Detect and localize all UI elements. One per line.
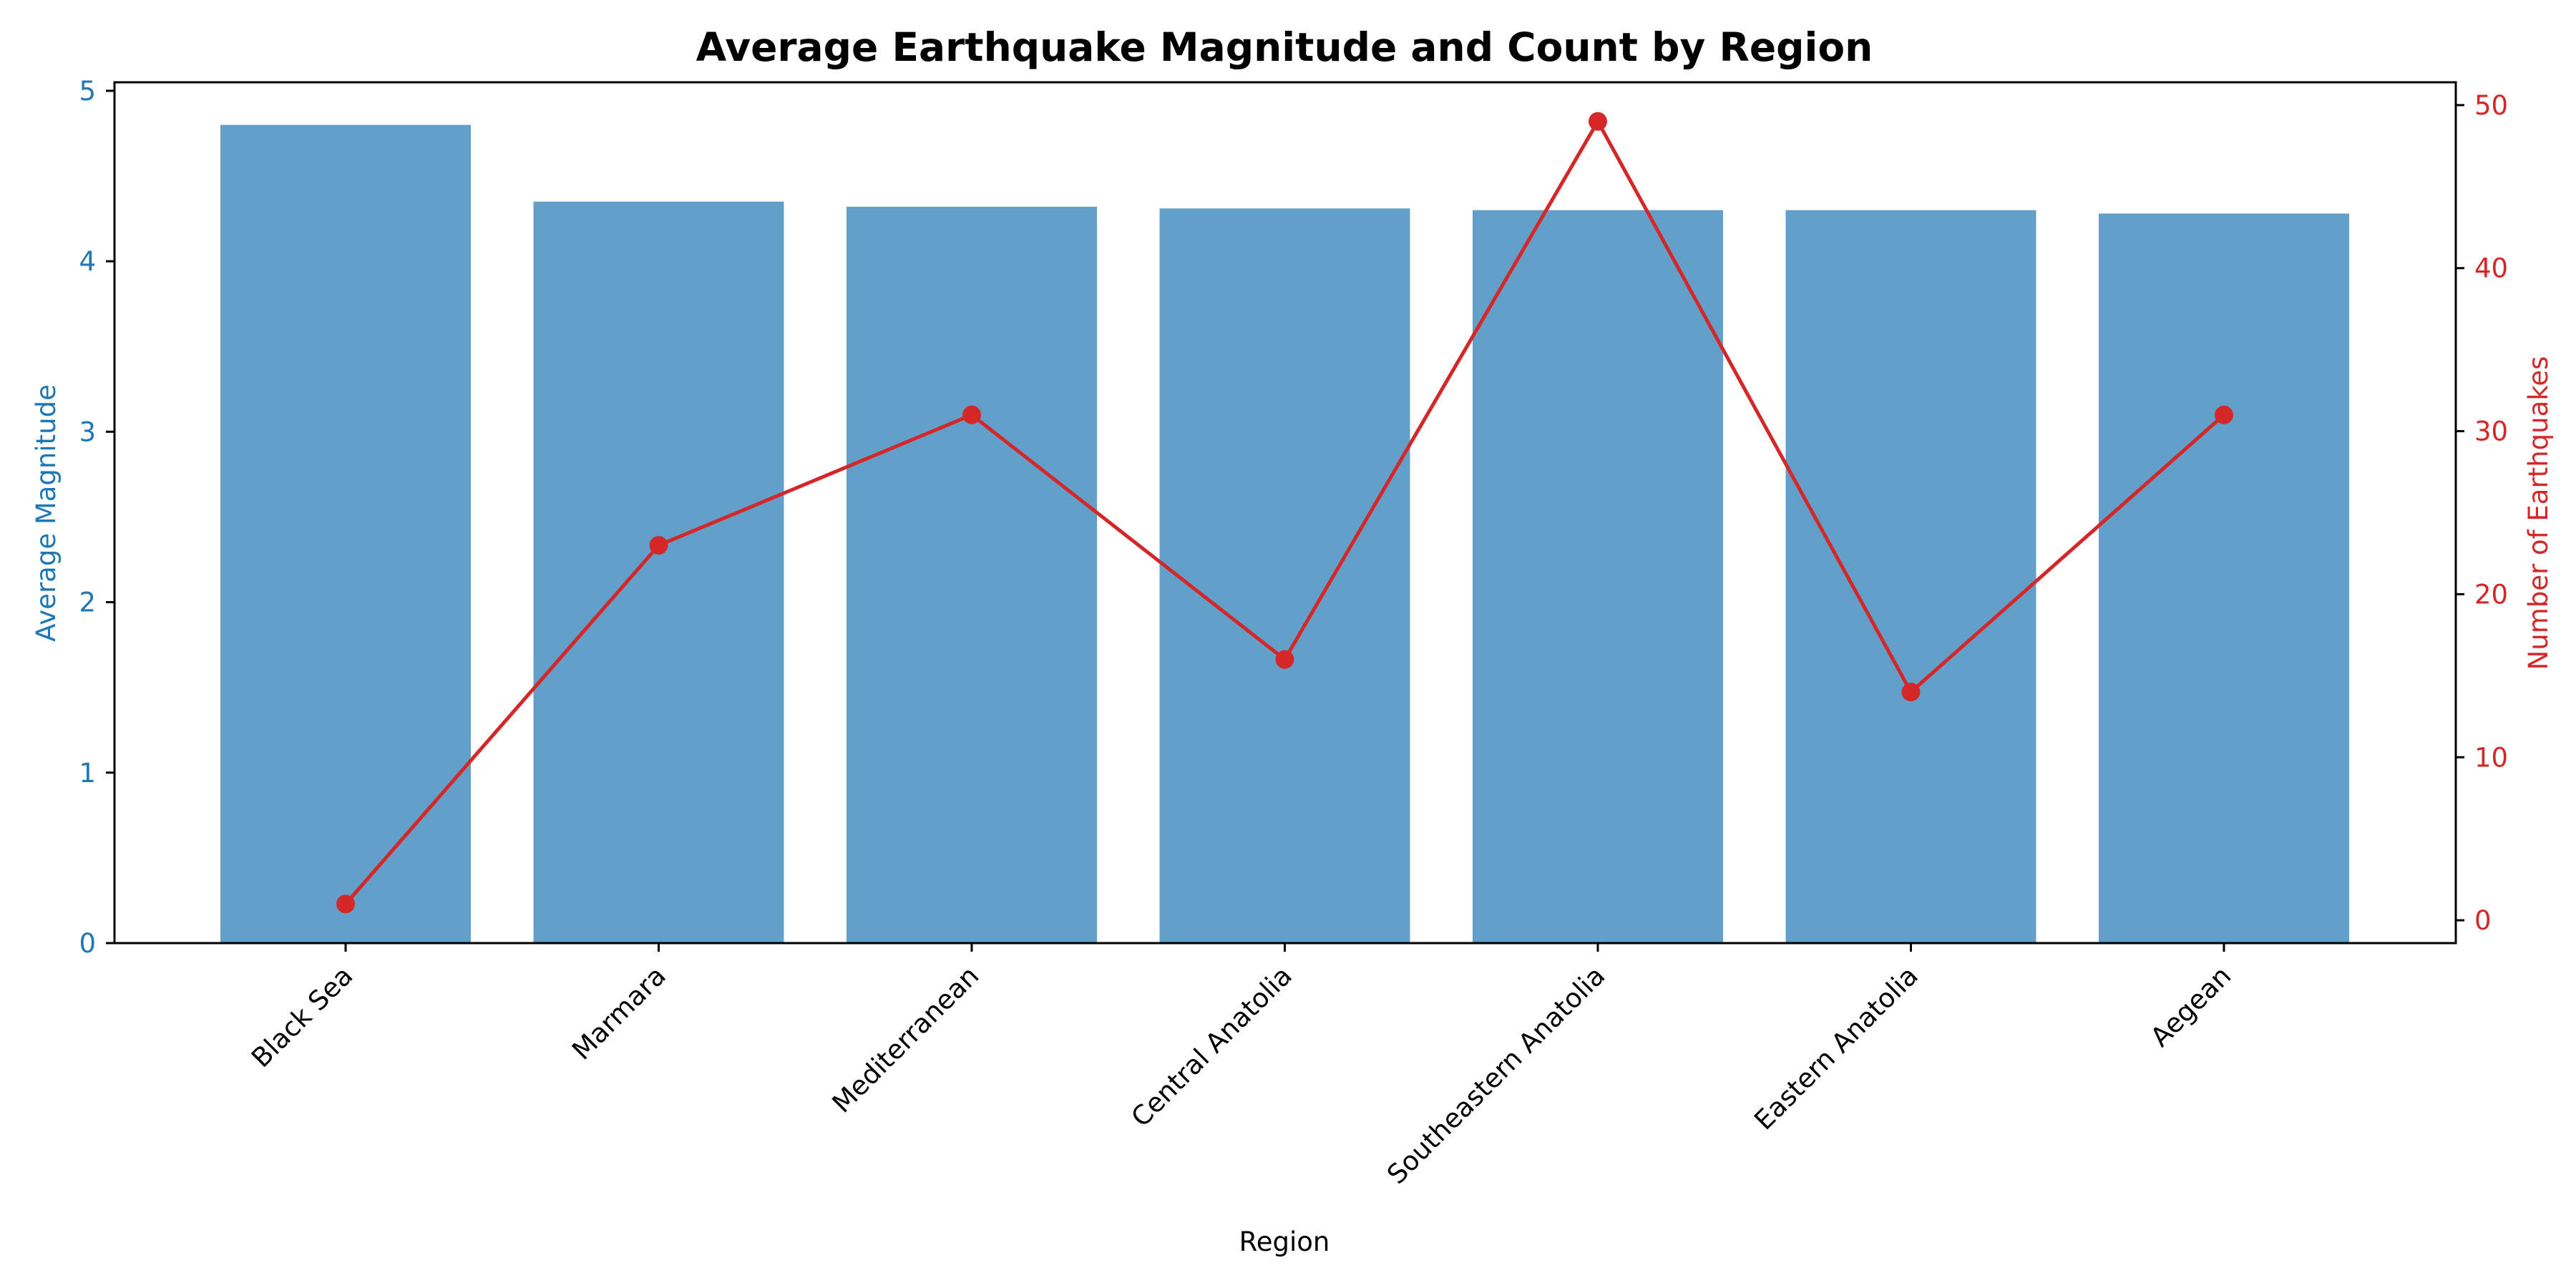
count-point — [1589, 112, 1607, 131]
y-tick-label-right: 30 — [2474, 416, 2508, 447]
count-point — [1901, 683, 1921, 702]
x-tick-label: Central Anatolia — [1126, 960, 1298, 1133]
chart-title: Average Earthquake Magnitude and Count b… — [696, 24, 1873, 70]
y-tick-label-right: 10 — [2474, 742, 2508, 773]
bar — [220, 125, 471, 944]
y-axis-label-right: Number of Earthquakes — [2523, 356, 2554, 670]
y-tick-label-right: 20 — [2474, 579, 2508, 610]
y-tick-label-right: 0 — [2474, 905, 2492, 936]
y-tick-label-left: 0 — [79, 928, 96, 959]
bar — [847, 206, 1097, 943]
x-axis-label: Region — [1239, 1226, 1330, 1257]
y-tick-label-left: 3 — [79, 416, 96, 447]
count-point — [1275, 650, 1294, 669]
y-tick-label-right: 50 — [2474, 90, 2508, 121]
x-tick-label: Marmara — [566, 960, 672, 1066]
y-axis-label-left: Average Magnitude — [31, 384, 62, 642]
count-point — [649, 536, 668, 555]
count-point — [336, 894, 355, 914]
bar — [1473, 210, 1723, 944]
x-tick-label: Eastern Anatolia — [1748, 960, 1923, 1136]
bar — [2099, 213, 2349, 943]
x-tick-label: Southeastern Anatolia — [1381, 960, 1611, 1190]
bar — [1159, 208, 1410, 943]
y-tick-label-left: 4 — [79, 246, 96, 277]
bar — [533, 201, 784, 944]
x-tick-label: Aegean — [2145, 960, 2237, 1053]
count-point — [2215, 405, 2233, 424]
y-tick-label-left: 2 — [79, 587, 96, 618]
count-point — [962, 405, 981, 424]
y-tick-label-right: 40 — [2474, 253, 2508, 284]
y-tick-label-left: 5 — [79, 76, 96, 107]
bar-series — [220, 125, 2349, 944]
x-tick-label: Mediterranean — [826, 960, 985, 1119]
x-tick-label: Black Sea — [245, 960, 358, 1073]
bar — [1785, 210, 2036, 944]
y-tick-label-left: 1 — [79, 758, 96, 789]
line-series — [336, 112, 2233, 914]
